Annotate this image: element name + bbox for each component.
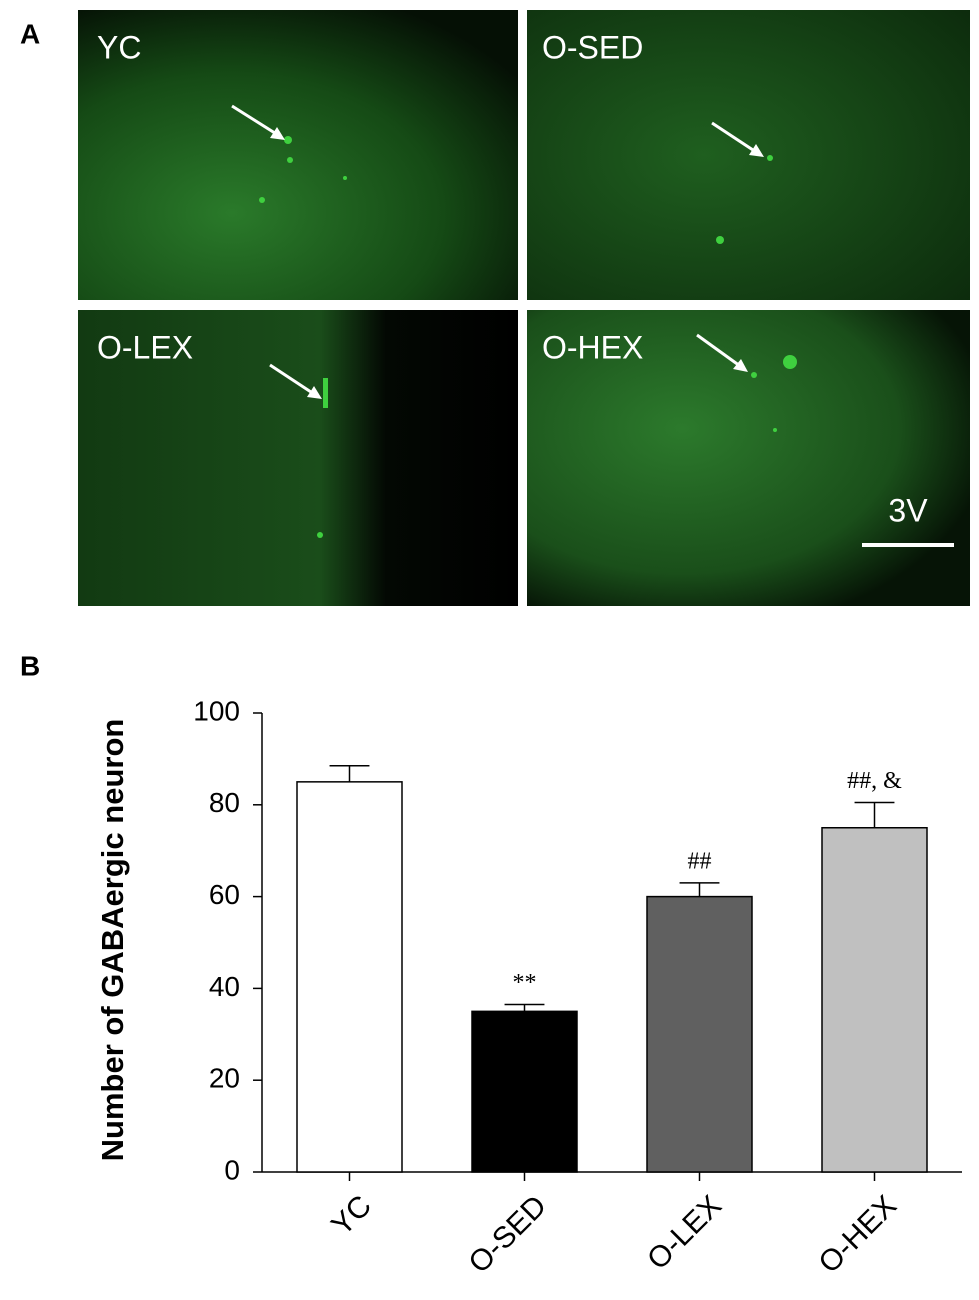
micrograph-label: O-HEX — [542, 329, 643, 365]
bar — [471, 1010, 578, 1173]
significance-label: ** — [513, 970, 537, 996]
significance-label: ##, & — [847, 768, 902, 794]
y-tick-label: 60 — [209, 879, 240, 910]
micrograph-label: O-SED — [542, 29, 643, 65]
bar — [296, 781, 403, 1173]
y-tick-label: 40 — [209, 971, 240, 1002]
y-tick-label: 100 — [193, 695, 240, 726]
panel-letter: B — [20, 650, 40, 681]
micrograph — [78, 310, 518, 606]
x-tick-label: O-SED — [463, 1189, 554, 1280]
y-tick-label: 0 — [224, 1154, 240, 1185]
arrows — [231, 104, 764, 399]
micrograph — [78, 10, 518, 300]
y-tick-label: 20 — [209, 1063, 240, 1094]
x-tick-label: O-HEX — [813, 1189, 904, 1280]
micrograph — [527, 10, 970, 300]
micrograph-label: O-LEX — [97, 329, 193, 365]
bar — [821, 827, 928, 1173]
y-tick-label: 80 — [209, 787, 240, 818]
y-axis-label: Number of GABAergic neuron — [95, 719, 130, 1162]
cells — [259, 136, 797, 538]
bar — [646, 895, 753, 1173]
plot: 0 20 40 60 80 100 YC O-SED ** O-LEX ## O-HEX ##, & — [193, 695, 962, 1280]
micrograph-labels: YC O-SED O-LEX O-HEX 3V — [97, 29, 928, 528]
micrograph — [527, 310, 970, 606]
x-tick-label: O-LEX — [641, 1189, 728, 1276]
significance-label: ## — [688, 848, 712, 874]
micrograph-label: YC — [97, 29, 141, 65]
scale-label: 3V — [888, 492, 928, 528]
panel-letter: A — [20, 18, 40, 49]
x-tick-label: YC — [325, 1189, 378, 1242]
